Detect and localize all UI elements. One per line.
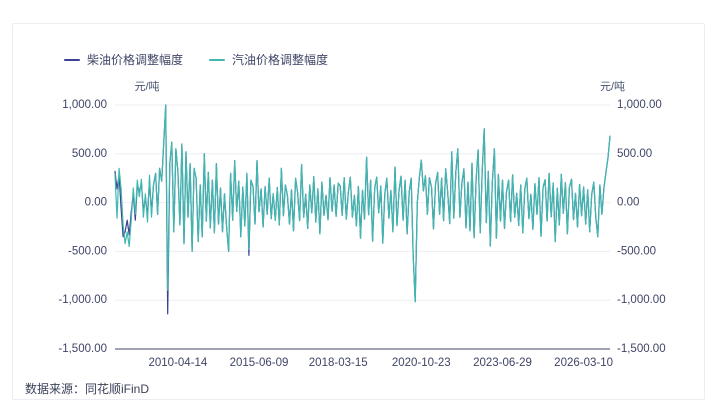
x-tick-label: 2023-06-29	[473, 357, 532, 369]
y-tick-label-left: -1,500.00	[58, 343, 107, 355]
gasoline-line-swatch-icon	[209, 58, 226, 61]
x-tick-label: 2018-03-15	[309, 357, 368, 369]
y-tick-label-left: -500.00	[68, 245, 107, 257]
y-tick-label-right: -1,500.00	[617, 343, 666, 355]
y-tick-label-left: 500.00	[72, 148, 107, 160]
gasoline-series-line	[114, 104, 611, 303]
x-tick-label: 2026-03-10	[554, 357, 613, 369]
y-tick-label-right: -1,000.00	[617, 294, 666, 306]
x-tick-label: 2010-04-14	[148, 357, 207, 369]
y-tick-label-right: 1,000.00	[617, 99, 662, 111]
y-tick-label-left: -1,000.00	[58, 294, 107, 306]
data-source-label: 数据来源：同花顺iFinD	[25, 382, 150, 396]
x-tick-label: 2015-06-09	[230, 357, 289, 369]
legend-item-gasoline[interactable]: 汽油价格调整幅度	[209, 51, 328, 68]
legend-label-gasoline: 汽油价格调整幅度	[232, 53, 329, 67]
y-tick-label-left: 0.00	[85, 197, 107, 209]
y-tick-label-right: -500.00	[617, 245, 656, 257]
y-tick-label-left: 1,000.00	[62, 99, 107, 111]
y-axis-unit-left: 元/吨	[134, 81, 160, 93]
diesel-series-line	[114, 104, 611, 315]
legend-label-diesel: 柴油价格调整幅度	[87, 53, 184, 67]
chart-card: 柴油价格调整幅度 汽油价格调整幅度 元/吨 元/吨 数据来源：同花顺iFinD	[12, 23, 705, 400]
diesel-line-swatch-icon	[64, 58, 80, 61]
x-tick-label: 2020-10-23	[392, 357, 451, 369]
chart-legend: 柴油价格调整幅度 汽油价格调整幅度	[64, 51, 354, 68]
y-axis-unit-right: 元/吨	[600, 81, 626, 93]
legend-item-diesel[interactable]: 柴油价格调整幅度	[64, 51, 183, 68]
y-tick-label-right: 0.00	[617, 197, 639, 209]
y-tick-label-right: 500.00	[617, 148, 652, 160]
